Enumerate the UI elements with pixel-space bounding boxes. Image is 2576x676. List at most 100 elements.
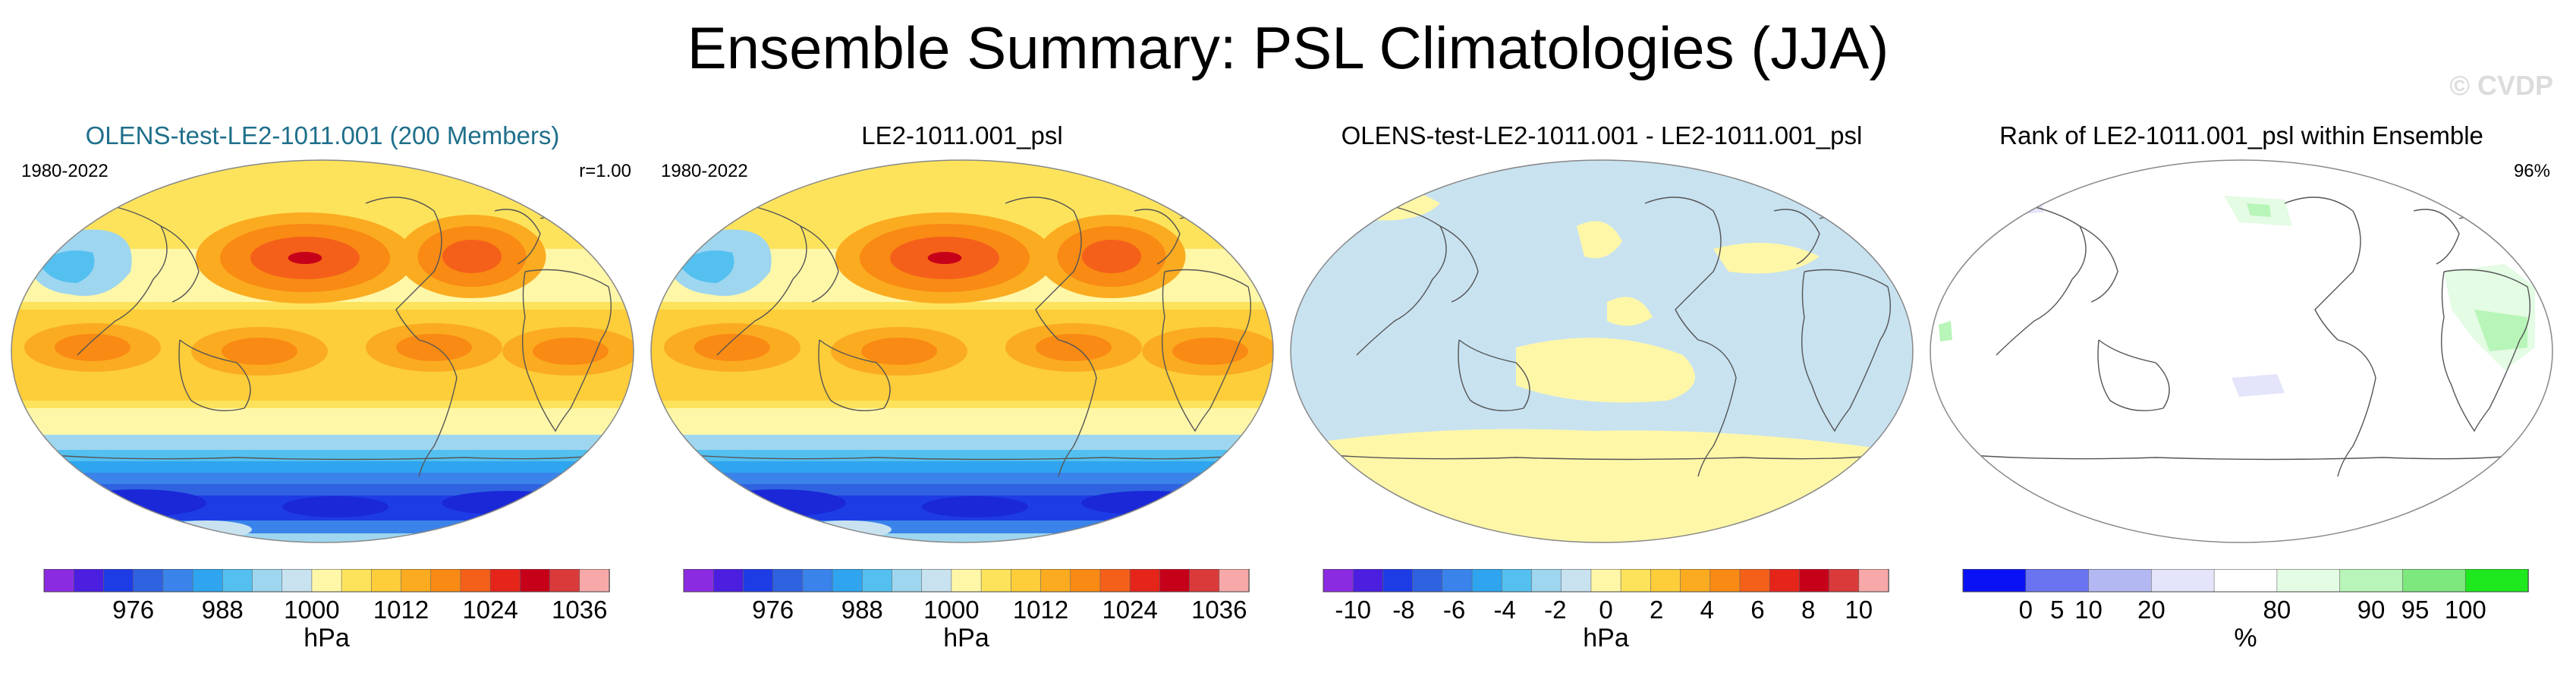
- colorbar: 976 988 1000 1012 1024 1036 hPa: [683, 569, 1250, 652]
- colorbar-swatch: [1323, 569, 1354, 593]
- colorbar-swatch: [1590, 569, 1621, 593]
- colorbar-units: hPa: [304, 624, 350, 652]
- colorbar-swatch: [712, 569, 744, 593]
- colorbar-tick-label: 976: [112, 596, 154, 624]
- colorbar-swatch: [1962, 569, 2027, 593]
- colorbar-swatch: [162, 569, 193, 593]
- colorbar-tick-label: -8: [1392, 596, 1414, 624]
- colorbar-swatch: [1159, 569, 1190, 593]
- colorbar-swatch: [282, 569, 313, 593]
- colorbar-swatch: [1011, 569, 1042, 593]
- colorbar-units: hPa: [943, 624, 989, 652]
- colorbar-tick-label: -2: [1544, 596, 1566, 624]
- colorbar-swatch: [1769, 569, 1801, 593]
- world-map: [1930, 159, 2553, 543]
- colorbar-swatch: [311, 569, 342, 593]
- colorbar-tick-label: 10: [1845, 596, 1873, 624]
- colorbar: 0 5 10 20 80 90 95 100%: [1962, 569, 2529, 652]
- colorbar-swatch: [2213, 569, 2278, 593]
- world-map: [650, 159, 1274, 543]
- period-label: 1980-2022: [661, 161, 748, 181]
- colorbar-tick-label: 0: [1599, 596, 1612, 624]
- colorbar-swatch: [2276, 569, 2341, 593]
- colorbar-swatch: [1680, 569, 1711, 593]
- colorbar-swatch: [489, 569, 521, 593]
- colorbar-tick-label: 20: [2137, 596, 2166, 624]
- colorbar-swatch: [1739, 569, 1770, 593]
- colorbar-swatch: [579, 569, 610, 593]
- colorbar-tick-label: 976: [752, 596, 794, 624]
- panel-title: Rank of LE2-1011.001_psl within Ensemble: [1999, 121, 2483, 149]
- colorbar: -10 -8 -6 -4 -2 0 2 4 6 8 10 hPa: [1323, 569, 1889, 652]
- colorbar-tick-label: 1012: [1013, 596, 1068, 624]
- colorbar-tick-label: -6: [1443, 596, 1465, 624]
- colorbar-tick-label: 1012: [373, 596, 429, 624]
- colorbar-swatch: [1412, 569, 1443, 593]
- colorbar-swatch: [2151, 569, 2215, 593]
- colorbar-swatch: [1352, 569, 1384, 593]
- colorbar-swatch: [401, 569, 432, 593]
- colorbar-swatch: [1501, 569, 1533, 593]
- map-panel-4: Rank of LE2-1011.001_psl within Ensemble…: [1926, 121, 2556, 676]
- colorbar-tick-label: 100: [2445, 596, 2486, 624]
- colorbar-tick-label: 4: [1700, 596, 1714, 624]
- panel-title: OLENS-test-LE2-1011.001 - LE2-1011.001_p…: [1341, 121, 1863, 149]
- colorbar-swatch: [802, 569, 833, 593]
- cvdp-watermark: © CVDP: [2449, 70, 2553, 101]
- colorbar-swatch: [1709, 569, 1741, 593]
- colorbar-swatch: [861, 569, 893, 593]
- map-panel-2: LE2-1011.001_psl 1980-2022 976 988 1000 1012 1…: [647, 121, 1277, 676]
- colorbar-swatch: [133, 569, 164, 593]
- colorbar-tick-label: -10: [1335, 596, 1371, 624]
- colorbar-tick-label: 1024: [462, 596, 517, 624]
- colorbar-tick-label: 5: [2050, 596, 2064, 624]
- colorbar-swatch: [2402, 569, 2467, 593]
- colorbar-tick-label: 6: [1750, 596, 1764, 624]
- colorbar-swatch: [1799, 569, 1830, 593]
- world-map: [11, 159, 634, 543]
- colorbar-tick-label: -4: [1494, 596, 1516, 624]
- colorbar-swatch: [1858, 569, 1889, 593]
- colorbar-swatch: [921, 569, 952, 593]
- colorbar-swatch: [73, 569, 105, 593]
- colorbar-tick-label: 90: [2357, 596, 2386, 624]
- colorbar-swatch: [2025, 569, 2090, 593]
- colorbar-swatch: [1129, 569, 1161, 593]
- colorbar-swatch: [222, 569, 253, 593]
- colorbar-tick-label: 988: [841, 596, 883, 624]
- colorbar-tick-label: 95: [2401, 596, 2430, 624]
- colorbar-tick-label: 1036: [1191, 596, 1247, 624]
- colorbar-swatch: [341, 569, 373, 593]
- colorbar-swatch: [1650, 569, 1681, 593]
- colorbar-tick-label: 1024: [1102, 596, 1157, 624]
- colorbar-swatch: [1620, 569, 1652, 593]
- colorbar-swatch: [1070, 569, 1101, 593]
- figure-title: Ensemble Summary: PSL Climatologies (JJA…: [687, 14, 1889, 81]
- stat-label: 96%: [2513, 161, 2550, 181]
- colorbar-tick-label: 1036: [552, 596, 607, 624]
- colorbar-swatch: [43, 569, 75, 593]
- colorbar-swatch: [832, 569, 863, 593]
- panel-title: LE2-1011.001_psl: [861, 121, 1063, 149]
- colorbar-swatch: [1219, 569, 1250, 593]
- colorbar-swatch: [1442, 569, 1473, 593]
- colorbar-swatch: [1382, 569, 1414, 593]
- colorbar-swatch: [892, 569, 923, 593]
- colorbar-tick-label: 0: [2019, 596, 2033, 624]
- colorbar-swatch: [103, 569, 134, 593]
- colorbar-swatch: [371, 569, 402, 593]
- colorbar-swatch: [549, 569, 580, 593]
- colorbar-swatch: [951, 569, 982, 593]
- colorbar-tick-label: 10: [2074, 596, 2103, 624]
- colorbar-tick-label: 988: [202, 596, 244, 624]
- colorbar-tick-label: 80: [2263, 596, 2291, 624]
- colorbar-swatch: [252, 569, 283, 593]
- colorbar-swatch: [1531, 569, 1562, 593]
- colorbar-tick-label: 1000: [284, 596, 339, 624]
- stat-label: r=1.00: [579, 161, 631, 181]
- colorbar-tick-label: 1000: [923, 596, 979, 624]
- colorbar-swatch: [743, 569, 774, 593]
- colorbar-swatch: [1829, 569, 1860, 593]
- colorbar-swatch: [980, 569, 1012, 593]
- map-panel-1: OLENS-test-LE2-1011.001 (200 Members) 198…: [8, 121, 637, 676]
